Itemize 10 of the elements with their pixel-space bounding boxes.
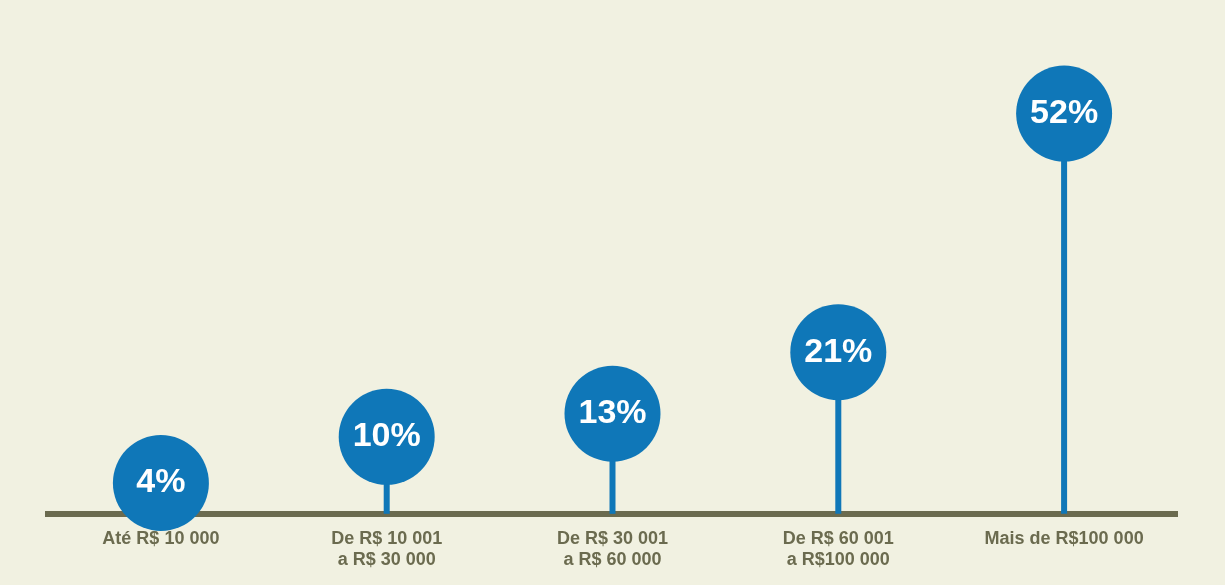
x-tick-label: De R$ 10 001 a R$ 30 000 <box>331 527 443 570</box>
data-label: 4% <box>136 461 186 500</box>
x-tick-label: De R$ 30 001 a R$ 60 000 <box>556 527 669 570</box>
x-tick-label: De R$ 60 001 a R$100 000 <box>782 527 894 570</box>
data-label: 13% <box>578 392 647 431</box>
data-label: 21% <box>804 330 873 369</box>
data-label: 10% <box>352 415 421 454</box>
data-label: 52% <box>1030 91 1099 130</box>
x-tick-label: Até R$ 10 000 <box>102 527 220 548</box>
x-tick-label: Mais de R$100 000 <box>984 527 1144 548</box>
